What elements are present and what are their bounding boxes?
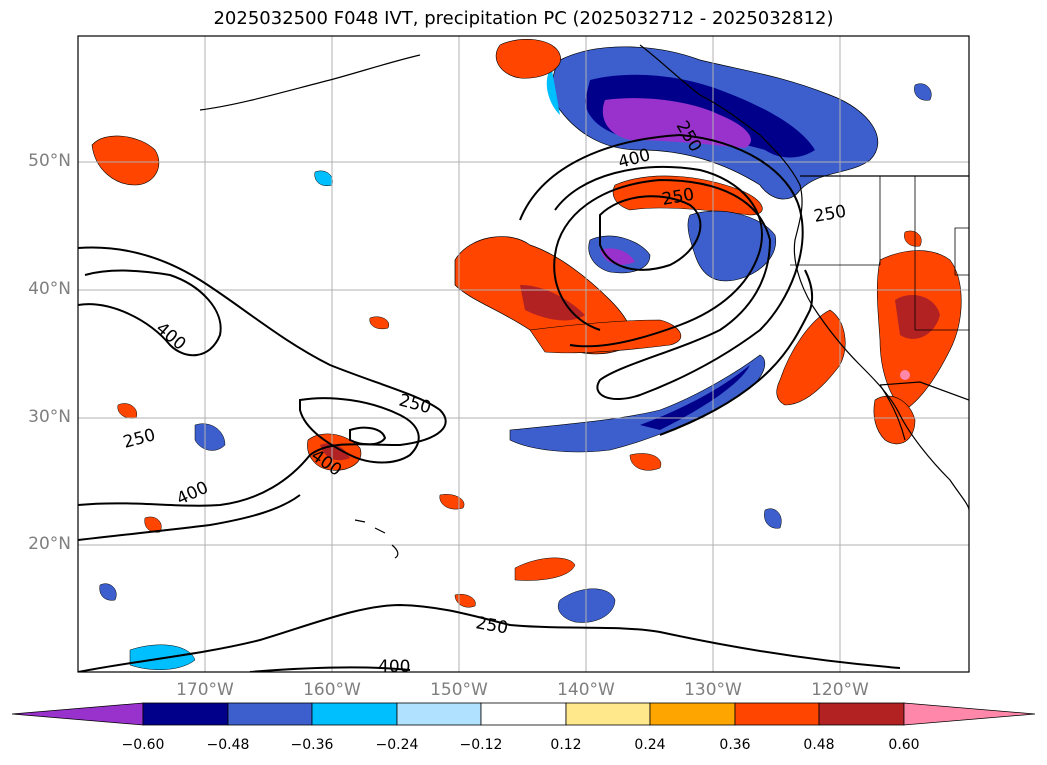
lon-label-120w: 120°W: [811, 680, 869, 700]
neg-blob-bc-purple: [602, 98, 751, 148]
neg-blob-small-2: [764, 508, 782, 529]
lat-label-40n: 40°N: [28, 279, 71, 299]
colorbar-tick-10: 0.60: [888, 737, 920, 753]
colorbar-bin-9: [818, 702, 905, 726]
map-title: 2025032500 F048 IVT, precipitation PC (2…: [213, 8, 834, 29]
contour-spiral-inner: [599, 195, 702, 271]
colorbar-extend-high: [903, 702, 1036, 726]
coast-north-america: [639, 44, 969, 511]
colorbar: [11, 702, 1036, 726]
pos-blob-south: [514, 557, 576, 581]
colorbar-bin-6: [565, 702, 651, 726]
state-borders: [790, 176, 969, 331]
contour-label-group: 400 250 250 250 400 400 250 400 250 400 …: [121, 118, 848, 677]
colorbar-tick-4: −0.24: [375, 737, 419, 753]
lon-label-170w: 170°W: [176, 680, 234, 700]
contour-label-10: 400: [378, 657, 410, 677]
colorbar-bin-2: [227, 702, 313, 726]
neg-filament-jet: [509, 354, 765, 453]
pos-blob-small-2: [629, 453, 662, 471]
colorbar-bin-4: [396, 702, 482, 726]
neg-blob-spiral-center-core: [600, 248, 635, 265]
pos-blob-west-pacific: [91, 135, 160, 186]
lon-label-140w: 140°W: [557, 680, 615, 700]
contour-400-south: [249, 666, 411, 672]
contour-spiral-outer: [519, 133, 804, 400]
ivt-contours: [78, 133, 901, 672]
neg-blob-small-3: [99, 583, 117, 601]
contour-spiral-middle: [554, 166, 763, 348]
pos-blob-spiral-north: [612, 175, 763, 216]
pos-blob-small-3: [439, 494, 465, 510]
pos-blob-small-6: [369, 316, 390, 330]
pos-blob-small-4: [454, 594, 476, 608]
colorbar-bin-3: [311, 702, 398, 726]
coast-baja: [879, 384, 906, 441]
pos-blob-offshore-north: [495, 39, 561, 79]
pos-blob-small-5: [144, 516, 162, 533]
contour-250-west: [78, 246, 447, 507]
colorbar-tick-6: 0.12: [550, 737, 582, 753]
lat-label-30n: 30°N: [28, 407, 71, 427]
colorbar-extend-low: [11, 702, 144, 726]
neg-blob-small-4: [914, 83, 932, 101]
pos-pink-spot: [900, 370, 910, 380]
colorbar-tick-2: −0.48: [206, 737, 250, 753]
pos-blob-interior-core: [895, 295, 940, 339]
colorbar-tick-5: −0.12: [459, 737, 503, 753]
neg-blob-west-1: [194, 423, 226, 451]
contour-400-central: [299, 397, 420, 464]
contour-400-west: [78, 269, 222, 357]
colorbar-bin-8: [734, 702, 820, 726]
lat-label-20n: 20°N: [28, 534, 71, 554]
colorbar-bin-1: [142, 702, 229, 726]
neg-filament-jet-core: [640, 365, 750, 430]
lon-label-150w: 150°W: [430, 680, 488, 700]
contour-250-south: [78, 603, 901, 672]
lat-label-50n: 50°N: [28, 151, 71, 171]
pos-blob-baja: [873, 395, 916, 445]
coast-alaska-peninsula: [199, 54, 421, 111]
colorbar-bin-7: [649, 702, 736, 726]
contour-400-southwest: [78, 494, 301, 541]
lon-label-160w: 160°W: [303, 680, 361, 700]
pos-blob-small-7: [904, 230, 922, 247]
colorbar-bin-5: [480, 702, 567, 726]
coastlines: [199, 44, 969, 559]
plot-frame: [77, 35, 970, 673]
colorbar-tick-8: 0.36: [719, 737, 751, 753]
contour-250-jet: [659, 269, 814, 436]
graticule: [78, 36, 969, 672]
neg-blob-south-1: [557, 588, 616, 623]
contour-400-inner: [349, 426, 387, 446]
pos-blob-spiral-south: [529, 319, 682, 354]
colorbar-tick-1: −0.60: [121, 737, 165, 753]
neg-blob-spiral-east: [687, 210, 777, 282]
lon-label-130w: 130°W: [684, 680, 742, 700]
colorbar-tick-7: 0.24: [634, 737, 666, 753]
coast-hawaii: [354, 519, 399, 559]
pos-blob-spiral-west-core: [520, 285, 585, 321]
precipitation-field: [91, 39, 962, 670]
colorbar-tick-3: −0.36: [290, 737, 334, 753]
colorbar-tick-9: 0.48: [803, 737, 835, 753]
border-us-mexico: [879, 381, 969, 401]
neg-blob-bc-light: [546, 60, 560, 115]
